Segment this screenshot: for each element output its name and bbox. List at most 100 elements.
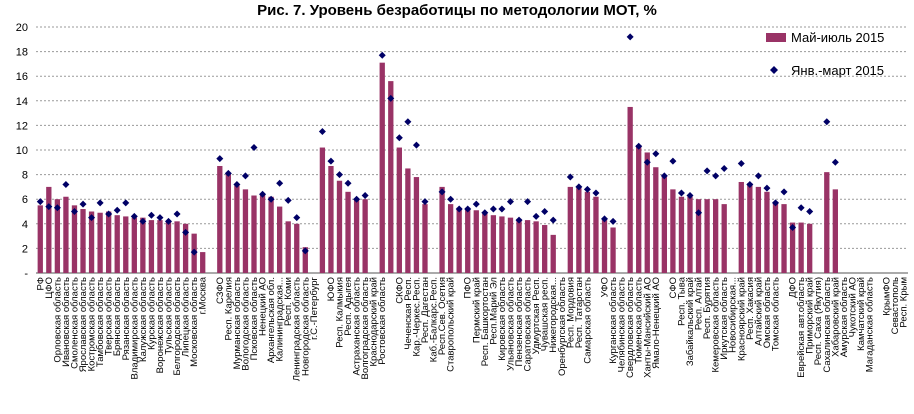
marker	[113, 206, 121, 214]
marker	[139, 217, 147, 225]
bar	[396, 147, 402, 273]
marker	[524, 198, 532, 206]
x-tick-label: Респ.Марий Эл	[488, 277, 499, 345]
marker	[626, 33, 634, 41]
marker	[412, 141, 420, 149]
x-tick-label: Вологодская область	[240, 277, 251, 371]
marker	[464, 205, 472, 213]
y-tick-label: 20	[16, 22, 28, 34]
x-tick-label: Респ. Калмыкия	[334, 277, 345, 348]
marker	[438, 188, 446, 196]
marker	[96, 199, 104, 207]
x-tick-label: Респ. Башкортостан	[480, 277, 491, 366]
bar	[388, 81, 394, 274]
x-tick-label: Костромская область	[87, 277, 98, 371]
x-tick-label: Чукотский АО	[847, 277, 858, 337]
bar	[276, 206, 283, 273]
marker	[660, 172, 668, 180]
bar	[738, 181, 744, 273]
marker	[344, 179, 352, 187]
x-tick-label: Мурманская область	[232, 277, 243, 369]
bar	[695, 199, 702, 273]
bar	[200, 252, 206, 273]
marker	[669, 157, 677, 165]
bar	[781, 204, 787, 273]
marker	[224, 169, 232, 177]
x-tick-label: Алтайский край	[753, 277, 764, 346]
x-tick-label: Астраханская область	[352, 277, 363, 376]
marker	[301, 247, 309, 255]
x-tick-label: Калужская область	[138, 277, 149, 362]
marker	[45, 203, 53, 211]
marker	[601, 215, 609, 223]
x-tick-label: Ивановская область	[61, 277, 72, 367]
marker	[789, 223, 797, 231]
marker	[541, 208, 549, 215]
bar	[456, 207, 462, 273]
marker	[387, 94, 395, 102]
x-tick-label: Рязанская область	[121, 277, 132, 360]
bar	[644, 152, 650, 273]
bar	[379, 62, 385, 273]
marker	[746, 180, 754, 188]
marker	[720, 164, 728, 172]
bar	[490, 215, 497, 273]
marker	[62, 180, 70, 188]
x-tick-label: Владимирская область	[129, 277, 140, 380]
marker	[532, 212, 540, 220]
legend-label-series-1: Май-июль 2015	[791, 30, 884, 45]
bar	[482, 213, 488, 273]
x-tick-label: Пермский край	[471, 277, 482, 343]
bar	[567, 186, 573, 273]
bar	[174, 221, 180, 273]
x-tick-label: Чувашская респ.	[540, 277, 551, 351]
x-tick-label: Респ. Бурятия	[702, 277, 713, 339]
marker	[70, 208, 78, 215]
bar	[524, 220, 531, 273]
marker	[489, 205, 497, 213]
bar	[516, 218, 522, 273]
bar	[755, 186, 762, 273]
y-tick-label: 6	[22, 194, 28, 206]
y-tick-label: 10	[16, 145, 28, 157]
marker	[754, 172, 762, 180]
marker	[498, 205, 506, 213]
marker	[36, 198, 44, 206]
bar	[678, 196, 685, 273]
marker	[763, 184, 771, 192]
marker	[575, 183, 583, 191]
bar	[54, 199, 61, 273]
x-tick-label: Смоленская область	[69, 277, 80, 369]
bar	[627, 106, 633, 273]
bar	[601, 220, 608, 273]
x-tick-label: Сахалинская область	[822, 277, 833, 373]
x-tick-label: Нижегородская...	[548, 277, 559, 353]
marker	[165, 217, 173, 225]
y-tick-label: -	[24, 268, 28, 280]
x-tick-label: ДФО	[788, 277, 799, 298]
x-tick-label: Кемеровская область	[711, 277, 722, 373]
marker	[293, 214, 301, 222]
legend-label-series-2: Янв.-март 2015	[791, 63, 884, 78]
x-tick-label: Удмуртская Респ.	[531, 277, 542, 354]
bar	[533, 221, 539, 273]
x-tick-label: Ненецкий АО	[258, 277, 269, 336]
bar	[422, 204, 428, 273]
x-tick-label: Ханты-Мансийский АО	[642, 277, 653, 378]
marker	[421, 198, 429, 206]
markers-series-2	[36, 33, 839, 256]
marker	[481, 209, 489, 217]
x-tick-label: Челябинская область	[617, 277, 628, 372]
marker	[677, 189, 685, 197]
x-tick-label: Респ. Мордовия	[565, 277, 576, 348]
x-tick-label: Орловская область	[52, 277, 63, 363]
marker	[583, 185, 591, 193]
x-tick-label: Каб.-Балкарс.Респ.	[429, 277, 440, 362]
x-tick-label: Еврейская авт.область	[796, 277, 807, 378]
marker	[592, 189, 600, 197]
x-tick-label: Респ. Адыгея	[343, 277, 354, 336]
x-tick-label: Брянская область	[112, 277, 123, 356]
bar	[148, 220, 155, 273]
bar	[661, 177, 668, 273]
